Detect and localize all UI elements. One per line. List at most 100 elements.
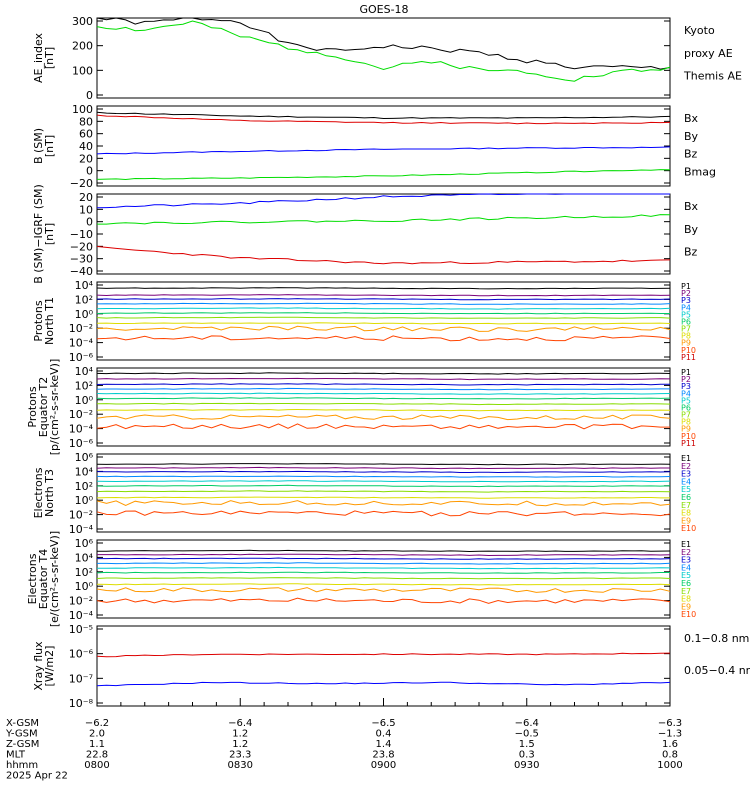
footer-value: 0.8 <box>662 750 678 761</box>
ae-tick-label: 300 <box>72 15 93 28</box>
footer-value: 22.8 <box>86 750 108 761</box>
bigrf-tick-label: 10 <box>79 203 93 216</box>
footer-value: 0930 <box>514 760 539 771</box>
footer-value: 0.4 <box>376 729 392 740</box>
e2-legend-entry: E10 <box>681 610 696 619</box>
series-p8 <box>96 322 671 325</box>
series-e3 <box>97 557 671 560</box>
p1-legend-entry: P3 <box>681 296 691 305</box>
p2-legend-entry: P8 <box>681 418 691 427</box>
p2-legend-entry: P1 <box>681 368 691 377</box>
bigrf-ylabel-line: B (SM)−IGRF (SM) <box>32 184 45 284</box>
p2-tick-label: 10⁻⁴ <box>69 423 94 436</box>
e1-legend-entry: E7 <box>681 501 691 510</box>
series-p4 <box>96 387 670 391</box>
p1-legend-entry: P1 <box>681 282 691 291</box>
series-p7 <box>96 402 671 406</box>
series-p3 <box>96 383 671 386</box>
e1-legend-entry: E3 <box>681 470 691 479</box>
footer-value: 1000 <box>657 760 682 771</box>
footer-value: 1.4 <box>376 739 392 750</box>
series-e8 <box>96 583 671 586</box>
series-kyoto-proxy-ae <box>96 20 671 82</box>
b-legend-entry: Bmag <box>684 165 716 178</box>
footer-value: 1.2 <box>232 739 248 750</box>
series-bz <box>96 246 671 265</box>
series-p4 <box>96 302 671 305</box>
p2-ylabel-line: Equator T2 <box>37 377 50 437</box>
p2-legend-entry: P5 <box>681 396 691 405</box>
e1-ylabel-line: Electrons <box>32 467 45 518</box>
e1-ylabel-line: North T3 <box>43 469 56 517</box>
b-tick-label: 60 <box>79 128 93 141</box>
footer-value: 0.3 <box>519 750 535 761</box>
figure-title: GOES-18 <box>359 3 408 16</box>
p1-legend-entry: P2 <box>681 289 691 298</box>
series-p1 <box>96 372 671 375</box>
footer-value: 0800 <box>84 760 109 771</box>
footer-value: −6.4 <box>515 718 539 729</box>
b-tick-label: 0 <box>86 165 93 178</box>
footer-value: −6.2 <box>85 718 109 729</box>
series-p7 <box>96 316 671 319</box>
ae-legend-entry: proxy AE <box>684 47 733 60</box>
e2-tick-label: 10⁰ <box>75 580 94 593</box>
p1-legend-entry: P6 <box>681 317 691 326</box>
e2-ylabel-line: Equator T4 <box>37 549 50 609</box>
e1-legend-entry: E1 <box>681 454 691 463</box>
footer-value: −6.3 <box>658 718 682 729</box>
ae-frame <box>96 17 671 99</box>
footer-value: 1.2 <box>232 729 248 740</box>
p1-tick-label: 10⁻⁴ <box>69 337 94 350</box>
series-e1 <box>96 463 671 466</box>
e1-frame <box>96 453 671 533</box>
footer-row-label: X-GSM <box>6 718 39 729</box>
b-ylabel-line: [nT] <box>43 135 56 157</box>
bigrf-tick-label: 0 <box>86 216 93 229</box>
e1-tick-label: 10² <box>75 480 93 493</box>
p1-legend-entry: P9 <box>681 339 691 348</box>
e1-tick-label: 10⁻⁴ <box>69 523 94 536</box>
p2-ylabel-line: Protons <box>26 386 39 427</box>
e2-tick-label: 10⁶ <box>75 537 94 550</box>
footer-value: 0830 <box>228 760 253 771</box>
bigrf-legend-entry: By <box>684 223 699 236</box>
ae-ylabel: AE_index[nT] <box>32 32 56 83</box>
series-e2 <box>97 553 671 557</box>
series-p10 <box>96 423 670 430</box>
b-legend-entry: Bz <box>684 148 698 161</box>
p2-legend-entry: P11 <box>681 439 696 448</box>
series-bx <box>96 193 670 209</box>
footer-value: −6.5 <box>371 718 395 729</box>
p1-tick-label: 10⁴ <box>75 279 94 292</box>
p1-legend-entry: P7 <box>681 325 691 334</box>
xray-frame <box>96 625 671 707</box>
panel-xray: 10⁻⁵ 10⁻⁶ 10⁻⁷ 10⁻⁸ Xray flux[W/m2] 0.1−0.8 n… <box>32 623 750 710</box>
series-by <box>97 214 671 225</box>
p2-tick-label: 10⁴ <box>75 365 94 378</box>
series-p5 <box>96 307 671 310</box>
xray-ylabel-line: [W/m2] <box>43 646 56 687</box>
xray-tick-label: 10⁻⁷ <box>69 672 93 685</box>
series-p6 <box>96 312 670 315</box>
series-by <box>96 169 671 181</box>
ae-ylabel-line: [nT] <box>43 47 56 69</box>
p2-legend-entry: P10 <box>681 432 696 441</box>
e2-legend-entry: E6 <box>681 579 691 588</box>
e2-legend-entry: E4 <box>681 563 691 572</box>
e2-legend-entry: E8 <box>681 595 691 604</box>
footer-value: 2.0 <box>89 729 105 740</box>
p1-legend-entry: P10 <box>681 346 696 355</box>
bigrf-ylabel-line: [nT] <box>43 223 56 245</box>
series-bx <box>96 146 671 155</box>
bigrf-tick-label: −10 <box>70 228 93 241</box>
p1-legend-entry: P8 <box>681 332 691 341</box>
e1-legend-entry: E9 <box>681 516 691 525</box>
xray-tick-label: 10⁻⁵ <box>69 623 93 636</box>
series-bz <box>96 114 671 125</box>
